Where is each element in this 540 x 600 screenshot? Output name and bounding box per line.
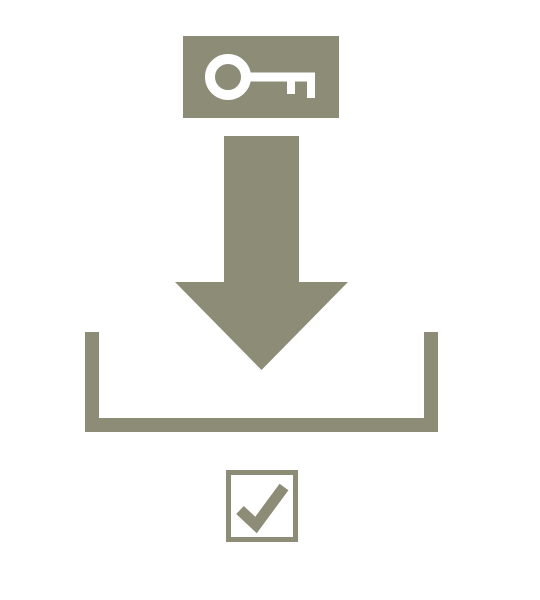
diagram-canvas — [0, 0, 540, 600]
checkbox-checked-icon — [226, 470, 298, 542]
